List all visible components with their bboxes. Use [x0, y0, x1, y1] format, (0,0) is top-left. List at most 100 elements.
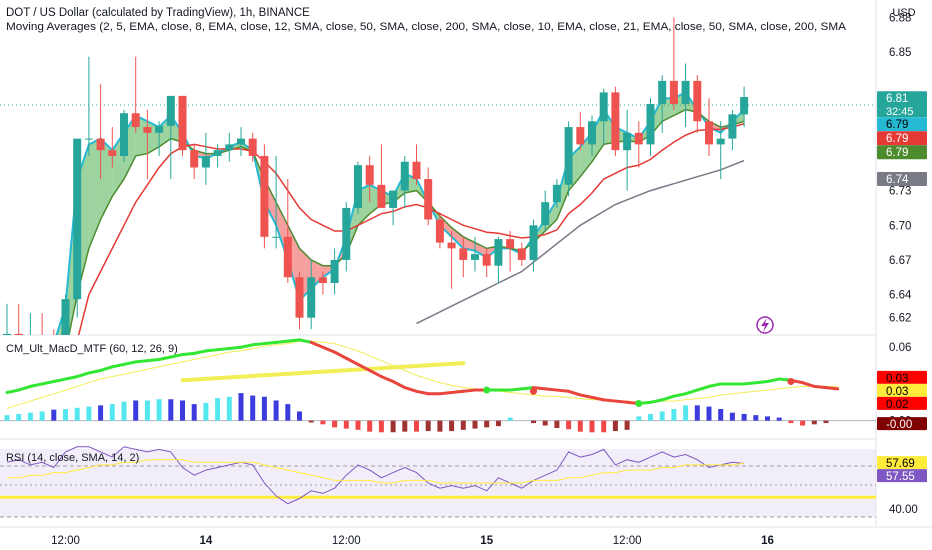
candle[interactable]	[3, 303, 11, 387]
macd-histogram-bar	[472, 420, 478, 429]
price-axis[interactable]: 6.88 6.85 6.73 6.70 6.67 6.64 6.62	[889, 12, 912, 324]
candle[interactable]	[96, 84, 105, 180]
candle[interactable]	[400, 155, 409, 208]
candle[interactable]	[541, 190, 550, 232]
candle[interactable]	[120, 109, 128, 162]
candle[interactable]	[389, 190, 398, 226]
candle[interactable]	[178, 95, 187, 156]
candle[interactable]	[576, 112, 585, 151]
candle[interactable]	[377, 144, 386, 208]
candle[interactable]	[646, 98, 655, 156]
candle[interactable]	[225, 132, 234, 162]
macd-line-segment	[309, 340, 325, 349]
candle[interactable]	[669, 17, 678, 110]
time-axis[interactable]: 12:00 14 12:00 15 12:00 16	[51, 535, 774, 547]
candle[interactable]	[611, 86, 620, 156]
macd-histogram-bar	[823, 420, 829, 424]
candle[interactable]	[471, 236, 479, 272]
candle[interactable]	[365, 155, 374, 203]
candle[interactable]	[248, 132, 257, 162]
candle[interactable]	[412, 144, 421, 185]
candle[interactable]	[38, 313, 46, 364]
candle[interactable]	[237, 127, 245, 156]
candle[interactable]	[424, 167, 433, 226]
candle[interactable]	[728, 109, 737, 151]
macd-line-segment	[5, 388, 21, 395]
candle[interactable]	[716, 121, 725, 180]
candle[interactable]	[143, 109, 152, 180]
candle[interactable]	[634, 121, 643, 168]
candle[interactable]	[260, 144, 269, 249]
currency-label[interactable]: USD	[892, 7, 915, 19]
candle[interactable]	[166, 95, 175, 180]
macd-line-segment	[251, 342, 266, 347]
candle[interactable]	[155, 121, 164, 156]
candle[interactable]	[272, 155, 281, 249]
candle[interactable]	[482, 248, 491, 278]
rsi-axis[interactable]: 40.00	[889, 504, 918, 516]
candle[interactable]	[318, 271, 327, 295]
ma-gray-value-badge: 6.74	[877, 172, 927, 187]
macd-histogram-bar	[144, 400, 150, 421]
candle[interactable]	[693, 75, 702, 133]
candle[interactable]	[73, 138, 82, 318]
candle[interactable]	[506, 231, 515, 272]
candle[interactable]	[552, 179, 561, 208]
macd-line-segment	[122, 360, 138, 366]
candle[interactable]	[26, 313, 34, 387]
candle[interactable]	[354, 161, 362, 214]
macd-histogram-bar	[636, 416, 642, 421]
macd-line-segment	[613, 399, 629, 404]
macd-value-badge: 0.03	[877, 370, 927, 385]
candle[interactable]	[108, 127, 117, 168]
macd-legend[interactable]: CM_Ult_MacD_MTF (60, 12, 26, 9)	[6, 343, 178, 355]
candle[interactable]	[658, 75, 667, 133]
candle[interactable]	[330, 248, 339, 295]
candle[interactable]	[14, 303, 23, 370]
candle[interactable]	[61, 294, 70, 353]
candle[interactable]	[517, 242, 526, 266]
macd-histogram-bar	[402, 420, 408, 432]
candle[interactable]	[740, 86, 749, 128]
macd-line-segment	[157, 355, 173, 361]
candle[interactable]	[705, 98, 713, 156]
macd-line-segment	[286, 338, 301, 343]
candle[interactable]	[599, 88, 608, 145]
candle[interactable]	[84, 56, 93, 156]
candle[interactable]	[307, 259, 316, 330]
candle[interactable]	[190, 144, 199, 180]
macd-line-segment	[707, 382, 723, 388]
candle[interactable]	[213, 144, 222, 168]
candle[interactable]	[447, 231, 456, 289]
candle[interactable]	[283, 179, 292, 284]
candle[interactable]	[131, 56, 140, 133]
svg-text:6.79: 6.79	[886, 133, 908, 145]
moving-average-lines	[55, 91, 745, 335]
candle[interactable]	[588, 115, 596, 156]
candle[interactable]	[201, 132, 210, 185]
candle[interactable]	[529, 219, 538, 272]
candle[interactable]	[295, 271, 304, 330]
candle[interactable]	[681, 63, 690, 128]
macd-value-badge: -0.00	[877, 417, 927, 431]
macd-histogram-bar	[74, 407, 80, 421]
candle[interactable]	[494, 236, 503, 284]
symbol-title[interactable]: DOT / US Dollar (calculated by TradingVi…	[6, 7, 310, 19]
price-tick-label: 6.62	[889, 313, 911, 325]
svg-text:6.79: 6.79	[886, 147, 908, 159]
candle[interactable]	[623, 109, 632, 191]
ma-ribbon-segment	[100, 138, 113, 220]
candle[interactable]	[435, 213, 444, 249]
candle[interactable]	[50, 329, 58, 358]
price-tick-label: 6.85	[889, 47, 911, 59]
svg-text:0.03: 0.03	[886, 386, 908, 398]
candle[interactable]	[342, 202, 351, 272]
macd-histogram-bar	[297, 411, 302, 421]
candle[interactable]	[564, 121, 573, 197]
rsi-legend[interactable]: RSI (14, close, SMA, 14, 2)	[6, 452, 139, 464]
lightning-icon[interactable]	[756, 316, 774, 334]
moving-averages-legend[interactable]: Moving Averages (2, 5, EMA, close, 8, EM…	[6, 21, 847, 33]
candle[interactable]	[459, 236, 468, 278]
macd-line-segment	[672, 392, 688, 398]
